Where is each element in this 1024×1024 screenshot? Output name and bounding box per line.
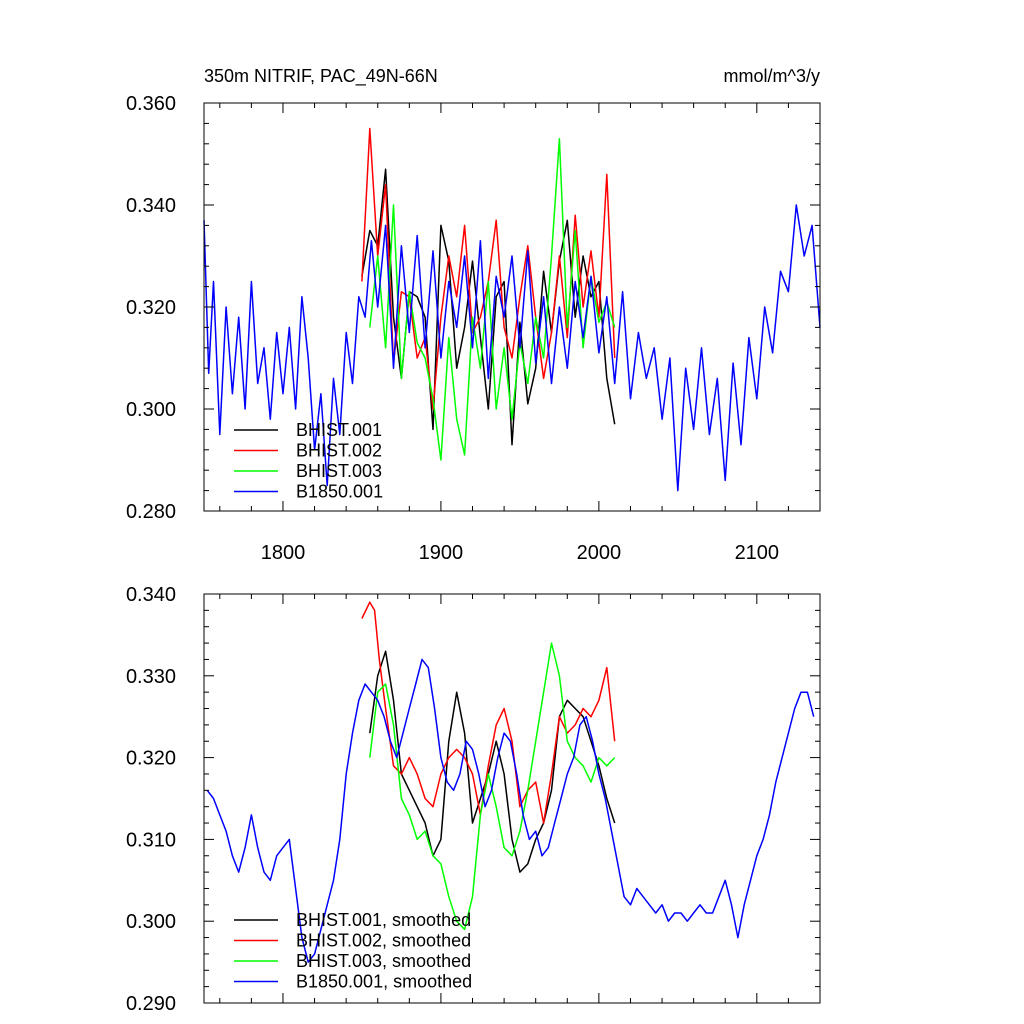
y-tick-label: 0.280	[126, 501, 176, 523]
y-tick-label: 0.290	[126, 993, 176, 1015]
top-panel: 0.280 0.300 0.320 0.340 0.360 1800 1900 2000 210…	[126, 93, 821, 564]
x-tick-label: 1800	[261, 542, 306, 564]
y-tick-label: 0.330	[126, 666, 176, 688]
series-line-b1850-001	[203, 204, 821, 492]
series-line-bhist-002-smoothed	[361, 601, 616, 824]
legend-label: BHIST.003	[296, 461, 382, 481]
plot-frame	[203, 593, 821, 1004]
series-line-bhist-003	[369, 137, 616, 461]
legend-label: BHIST.001	[296, 420, 382, 440]
y-tick-label: 0.310	[126, 829, 176, 851]
x-tick-label: 2100	[735, 542, 780, 564]
legend-label: BHIST.003, smoothed	[296, 951, 471, 971]
legend-label: BHIST.002, smoothed	[296, 931, 471, 951]
y-tick-label: 0.300	[126, 399, 176, 421]
legend-label: BHIST.001, smoothed	[296, 910, 471, 930]
chart-units: mmol/m^3/y	[724, 66, 820, 86]
y-tick-label: 0.320	[126, 748, 176, 770]
x-tick-label: 1900	[419, 542, 464, 564]
x-tick-label: 2000	[577, 542, 622, 564]
chart-title: 350m NITRIF, PAC_49N-66N	[204, 66, 438, 87]
y-tick-label: 0.360	[126, 93, 176, 115]
y-tick-label: 0.340	[126, 195, 176, 217]
series-line-bhist-001-smoothed	[369, 650, 616, 873]
y-tick-label: 0.320	[126, 297, 176, 319]
legend-label: BHIST.002	[296, 441, 382, 461]
y-tick-label: 0.300	[126, 911, 176, 933]
bottom-panel: 0.290 0.300 0.310 0.320 0.330 0.340 BHIST.001,…	[126, 584, 821, 1015]
y-tick-label: 0.340	[126, 584, 176, 606]
legend-label: B1850.001, smoothed	[296, 972, 472, 992]
legend-label: B1850.001	[296, 482, 383, 502]
series-line-b1850-001-smoothed	[206, 658, 815, 963]
